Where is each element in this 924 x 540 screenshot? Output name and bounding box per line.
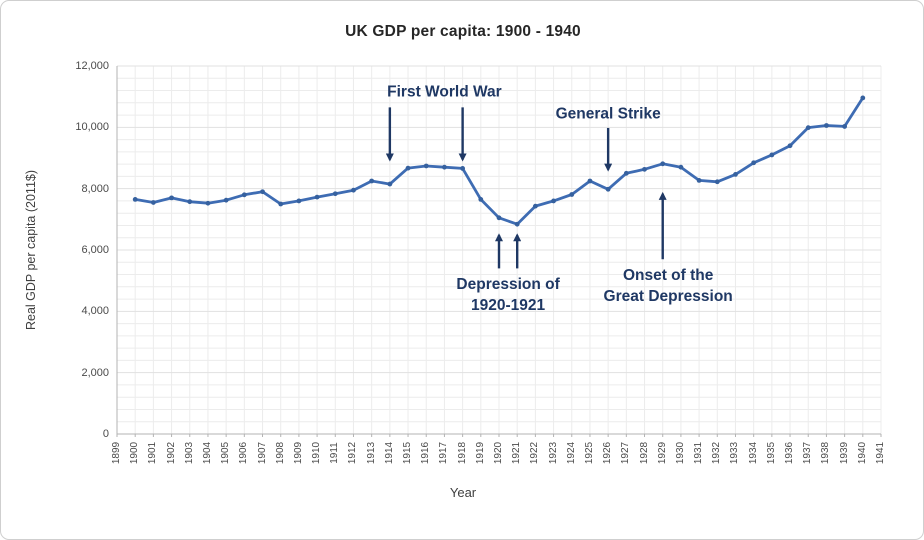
x-tick-label: 1938 [820,441,832,465]
gridlines [116,65,882,434]
x-tick-label: 1928 [638,441,650,465]
annotation-arrows [385,107,667,269]
x-tick-label: 1922 [529,441,541,465]
x-tick-label: 1903 [183,441,195,465]
x-tick-label: 1931 [693,441,705,465]
x-tick-label: 1906 [238,441,250,465]
x-tick-label: 1904 [201,441,213,465]
x-tick-label: 1902 [165,441,177,465]
y-tick-label: 12,000 [75,60,109,72]
x-tick-label: 1921 [511,441,523,465]
x-tick-label: 1929 [656,441,668,465]
x-tick-label: 1901 [147,441,159,465]
y-tick-label: 10,000 [75,121,109,134]
x-axis-title: Year [449,485,477,500]
x-tick-label: 1940 [856,441,868,465]
x-tick-label: 1935 [765,441,777,465]
chart-title: UK GDP per capita: 1900 - 1940 [345,23,581,40]
x-tick-label: 1939 [838,441,850,465]
x-tick-label: 1907 [256,441,268,465]
annotation-label-2: General Strike [555,105,661,123]
axes [116,66,882,437]
x-tick-label: 1932 [711,441,723,465]
y-tick-label: 8,000 [81,182,109,195]
x-tick-label: 1936 [784,441,796,465]
x-tick-label: 1926 [602,441,614,465]
x-tick-label: 1910 [311,441,323,465]
x-tick-label: 1914 [383,441,395,465]
gdp-series-markers [132,95,866,227]
x-tick-label: 1900 [129,441,141,465]
annotation-label-3: Onset of the Great Depression [603,266,733,305]
x-tick-label: 1930 [674,441,686,465]
y-tick-label: 4,000 [81,305,109,318]
x-tick-label: 1933 [729,441,741,465]
y-axis-title: Real GDP per capita (2011$) [24,169,38,331]
x-tick-label: 1905 [220,441,232,465]
x-tick-label: 1923 [547,441,559,465]
x-tick-label: 1920 [493,441,504,465]
x-tick-label: 1918 [456,441,468,465]
x-tick-label: 1934 [747,441,759,465]
x-tick-label: 1908 [274,441,286,465]
x-tick-label: 1912 [347,441,359,465]
x-tick-label: 1927 [620,441,632,465]
x-tick-label: 1917 [438,441,450,465]
x-tick-label: 1924 [565,441,577,465]
x-tick-label: 1909 [292,441,304,465]
x-tick-label: 1916 [420,441,432,465]
x-tick-label: 1899 [111,441,122,465]
x-tick-label: 1925 [583,441,595,465]
x-tick-label: 1941 [875,441,886,465]
x-tick-label: 1913 [365,441,377,465]
y-tick-label: 2,000 [81,366,109,379]
annotation-label-0: First World War [387,83,502,101]
y-tick-label: 6,000 [81,244,109,256]
x-tick-label: 1911 [329,442,341,464]
x-tick-label: 1915 [402,441,414,465]
x-tick-label: 1919 [474,441,486,465]
y-tick-label: 0 [102,428,109,440]
annotation-label-1: Depression of 1920-1921 [456,276,560,315]
x-tick-label: 1937 [802,441,814,465]
